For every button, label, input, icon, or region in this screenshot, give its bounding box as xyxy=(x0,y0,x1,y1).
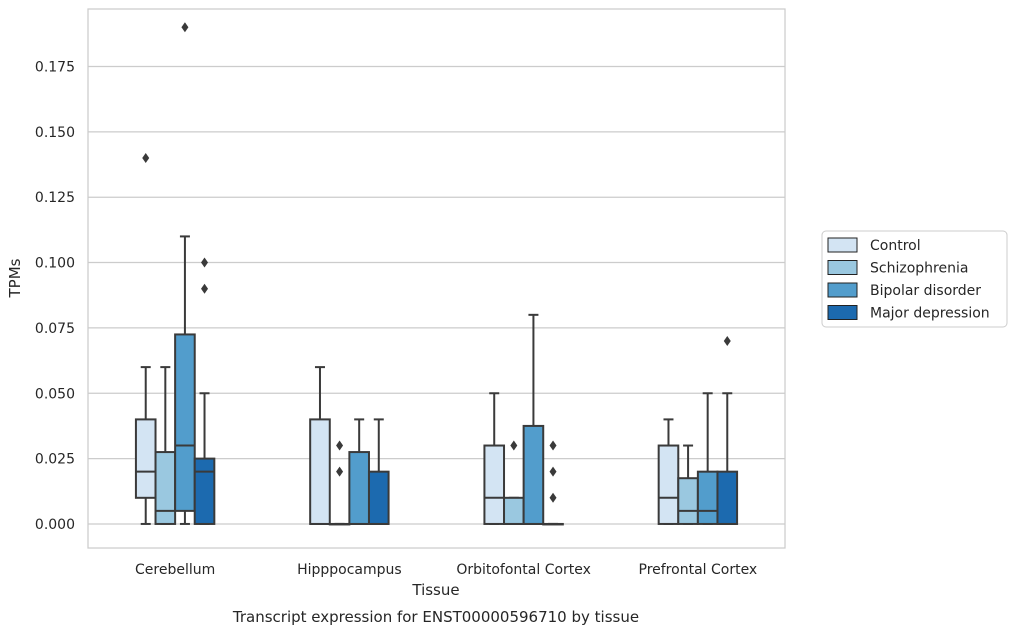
x-tick-label: Prefrontal Cortex xyxy=(639,562,758,578)
box-iqr xyxy=(716,470,739,525)
outlier-point xyxy=(549,492,557,503)
box-3-0 xyxy=(657,418,680,525)
chart-title: Transcript expression for ENST0000059671… xyxy=(232,608,639,626)
plot-area-frame xyxy=(87,8,786,549)
y-tick-label: 0.000 xyxy=(35,517,75,533)
box-1-3 xyxy=(367,418,390,525)
box-iqr xyxy=(134,418,157,499)
box-1-2 xyxy=(348,418,370,525)
outlier-point xyxy=(336,466,344,477)
box-plot-series xyxy=(134,22,739,526)
box-3-3 xyxy=(716,335,739,525)
outlier-point xyxy=(549,466,557,477)
x-tick-label: Orbitofontal Cortex xyxy=(456,562,591,578)
box-iqr xyxy=(348,451,370,525)
box-iqr xyxy=(193,457,216,525)
y-tick-label: 0.150 xyxy=(35,125,75,141)
y-tick-label: 0.100 xyxy=(35,256,75,272)
x-axis-label: Tissue xyxy=(411,581,459,599)
box-iqr xyxy=(154,451,177,525)
y-tick-label: 0.175 xyxy=(35,60,75,76)
box-iqr xyxy=(309,418,331,525)
outlier-point xyxy=(201,257,209,268)
y-axis-ticks: 0.000 0.025 0.050 0.075 0.100 0.125 0.150 0.175 xyxy=(35,60,75,533)
box-2-3 xyxy=(542,440,564,526)
x-axis-ticks: Cerebellum Hipppocampus Orbitofontal Corte… xyxy=(135,562,757,578)
outlier-point xyxy=(336,440,344,451)
box-2-0 xyxy=(483,392,506,525)
y-tick-label: 0.025 xyxy=(35,452,75,468)
y-tick-label: 0.125 xyxy=(35,190,75,206)
legend-label: Bipolar disorder xyxy=(870,283,981,299)
x-tick-label: Hipppocampus xyxy=(297,562,402,578)
box-iqr xyxy=(367,470,390,525)
y-tick-label: 0.075 xyxy=(35,321,75,337)
legend-label: Schizophrenia xyxy=(870,261,968,277)
legend: Control Schizophrenia Bipolar disorder Majo… xyxy=(821,230,1008,328)
box-iqr xyxy=(696,470,719,525)
outlier-point xyxy=(549,440,557,451)
box-iqr xyxy=(503,496,525,525)
box-1-0 xyxy=(309,366,331,525)
outlier-point xyxy=(201,283,209,294)
box-iqr xyxy=(677,477,699,525)
legend-swatch xyxy=(827,305,858,320)
box-0-2 xyxy=(174,22,196,525)
outlier-point xyxy=(723,335,731,346)
legend-label: Major depression xyxy=(870,306,990,322)
y-axis-label: TPMs xyxy=(6,258,24,298)
box-iqr xyxy=(657,444,680,525)
outlier-point xyxy=(510,440,518,451)
box-iqr xyxy=(483,444,506,525)
box-2-1 xyxy=(503,440,525,525)
legend-label: Control xyxy=(870,238,921,254)
box-2-2 xyxy=(522,313,545,525)
outlier-point xyxy=(142,152,150,163)
box-iqr xyxy=(174,333,196,512)
legend-swatch xyxy=(827,260,858,275)
legend-swatch xyxy=(827,282,858,298)
box-0-1 xyxy=(154,366,177,525)
legend-swatch xyxy=(827,237,858,253)
y-tick-label: 0.050 xyxy=(35,386,75,402)
box-0-3 xyxy=(193,257,216,525)
box-3-2 xyxy=(696,392,719,525)
outlier-point xyxy=(181,22,189,33)
x-tick-label: Cerebellum xyxy=(135,562,215,578)
box-iqr xyxy=(522,424,545,525)
box-0-0 xyxy=(134,152,157,525)
legend-frame xyxy=(821,230,1008,328)
